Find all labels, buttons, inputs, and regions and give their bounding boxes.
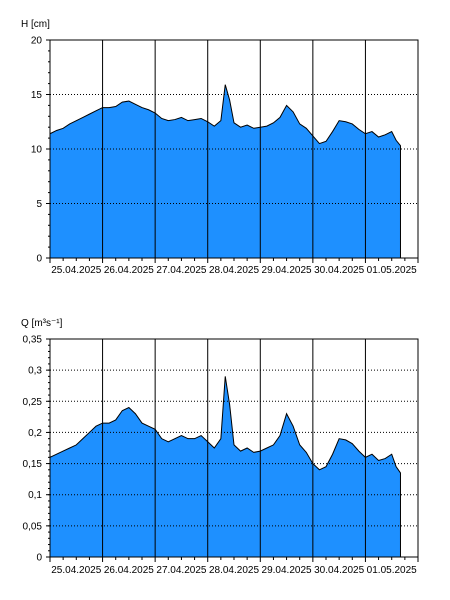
- chart2-xtick-label-4: 29.04.2025: [262, 565, 312, 576]
- chart2-ytick-label-1: 0,05: [23, 521, 43, 532]
- chart2-ytick-label-4: 0,2: [28, 428, 42, 439]
- chart1-xtick-label-6: 01.05.2025: [367, 265, 417, 276]
- chart2-xtick-label-2: 27.04.2025: [156, 565, 206, 576]
- chart2-ytick-label-7: 0,35: [23, 335, 43, 346]
- chart1-xtick-label-4: 29.04.2025: [262, 265, 312, 276]
- chart2-xtick-label-6: 01.05.2025: [367, 565, 417, 576]
- chart2-ytick-label-2: 0,1: [28, 490, 42, 501]
- chart1-xtick-label-3: 28.04.2025: [209, 265, 259, 276]
- chart1-xtick-label-2: 27.04.2025: [156, 265, 206, 276]
- chart1-ytick-label-2: 10: [31, 145, 43, 156]
- chart1-xtick-label-1: 26.04.2025: [104, 265, 154, 276]
- chart2-xtick-label-1: 26.04.2025: [104, 565, 154, 576]
- chart2-ylabel: Q [m³s⁻¹]: [21, 318, 63, 329]
- chart2-ytick-label-3: 0,15: [23, 459, 43, 470]
- chart2-xtick-label-0: 25.04.2025: [51, 565, 101, 576]
- chart1-ytick-label-4: 20: [31, 36, 43, 47]
- chart1-ytick-label-0: 0: [36, 254, 42, 265]
- chart2-ytick-label-0: 0: [36, 553, 42, 564]
- chart1-ylabel: H [cm]: [21, 19, 50, 30]
- chart2-xtick-label-5: 30.04.2025: [314, 565, 364, 576]
- chart1-xtick-label-5: 30.04.2025: [314, 265, 364, 276]
- chart2-ytick-label-5: 0,25: [23, 397, 43, 408]
- chart1-ytick-label-3: 15: [31, 90, 43, 101]
- chart1-xtick-label-0: 25.04.2025: [51, 265, 101, 276]
- chart2-xtick-label-3: 28.04.2025: [209, 565, 259, 576]
- chart2-ytick-label-6: 0,3: [28, 366, 42, 377]
- chart1-ytick-label-1: 5: [36, 199, 42, 210]
